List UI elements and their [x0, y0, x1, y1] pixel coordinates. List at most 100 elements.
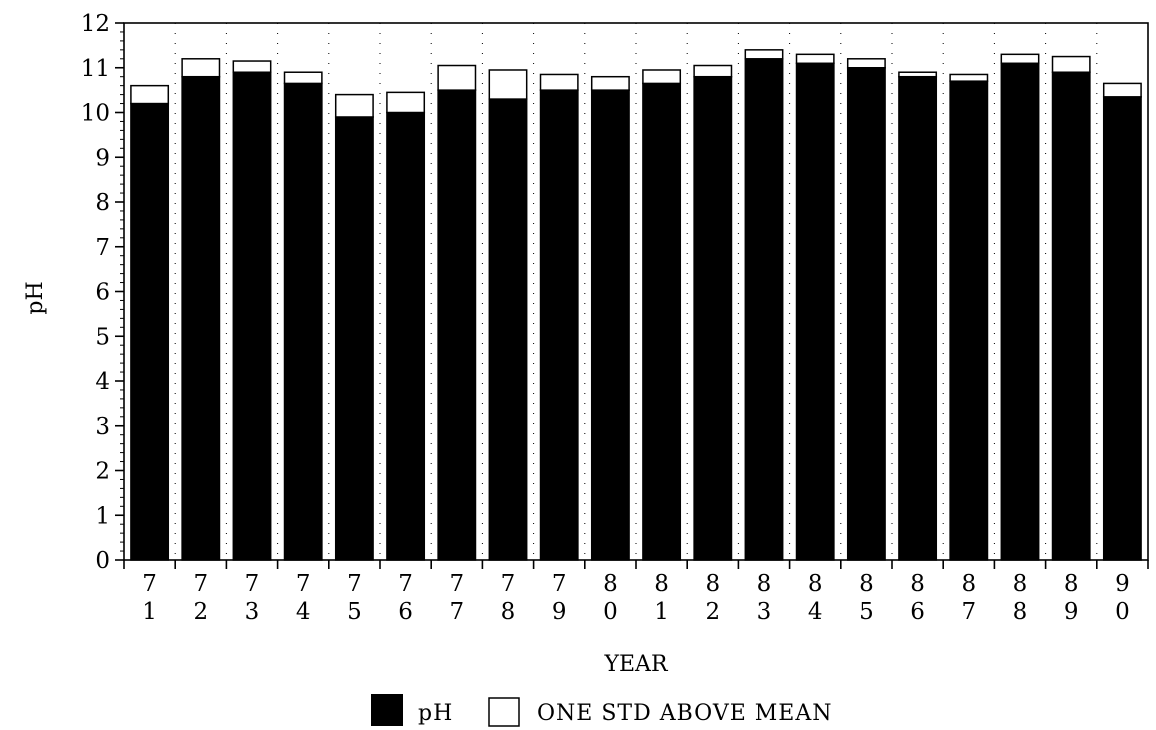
x-tick-label-bottom: 7 [449, 599, 464, 625]
bar-ph [642, 82, 682, 561]
bar-ph [283, 82, 323, 561]
bar-ph [334, 116, 374, 561]
x-tick-label-bottom: 4 [296, 599, 311, 625]
x-tick-label-bottom: 2 [193, 599, 208, 625]
x-tick-label-top: 7 [552, 571, 567, 597]
legend-label-one-std-above-mean: ONE STD ABOVE MEAN [537, 701, 833, 726]
bar-one-std-above-mean [846, 58, 886, 69]
x-tick-label-top: 8 [654, 571, 669, 597]
x-tick-label-top: 8 [757, 571, 772, 597]
bar-ph [386, 111, 426, 561]
legend: pH ONE STD ABOVE MEAN [371, 694, 833, 727]
x-tick-label-top: 7 [193, 571, 208, 597]
y-tick-label: 0 [95, 548, 110, 574]
bar-one-std-above-mean [437, 64, 477, 91]
x-axis-title: YEAR [603, 652, 668, 677]
x-tick-label-bottom: 4 [808, 599, 823, 625]
bar-ph [590, 89, 630, 561]
bar-ph [437, 89, 477, 561]
x-tick-label-top: 7 [347, 571, 362, 597]
x-tick-label-bottom: 3 [757, 599, 772, 625]
x-tick-label-bottom: 8 [501, 599, 516, 625]
bar-ph [1102, 96, 1142, 561]
bar-ph [744, 58, 784, 561]
x-tick-label-top: 8 [910, 571, 925, 597]
bar-one-std-above-mean [744, 49, 784, 60]
bar-one-std-above-mean [1000, 53, 1040, 65]
y-tick-label: 11 [81, 56, 110, 82]
x-tick-label-bottom: 5 [859, 599, 874, 625]
x-tick-label-bottom: 1 [654, 599, 669, 625]
bar-ph [846, 67, 886, 561]
x-tick-label-top: 8 [1013, 571, 1028, 597]
bar-ph [232, 71, 272, 561]
bar-one-std-above-mean [590, 75, 630, 91]
y-tick-label: 6 [95, 280, 110, 306]
y-tick-label: 7 [95, 235, 110, 261]
bar-one-std-above-mean [539, 73, 579, 91]
bar-one-std-above-mean [283, 71, 323, 85]
x-tick-label-bottom: 1 [142, 599, 157, 625]
x-tick-label-bottom: 5 [347, 599, 362, 625]
legend-swatch-one-std-above-mean [488, 697, 520, 727]
y-tick-label: 3 [95, 414, 110, 440]
bars [130, 49, 1142, 561]
bar-one-std-above-mean [181, 58, 221, 78]
x-tick-label-top: 7 [142, 571, 157, 597]
y-tick-label: 12 [81, 11, 110, 37]
x-tick-label-top: 7 [398, 571, 413, 597]
bar-ph [949, 80, 989, 561]
y-tick-label: 5 [95, 324, 110, 350]
bar-ph [693, 75, 733, 561]
legend-label-ph: pH [418, 701, 453, 726]
x-tick-label-bottom: 9 [552, 599, 567, 625]
bar-ph [130, 102, 170, 561]
bar-one-std-above-mean [334, 93, 374, 118]
bar-one-std-above-mean [898, 71, 938, 78]
legend-swatch-ph [371, 694, 403, 726]
x-tick-label-bottom: 0 [603, 599, 618, 625]
y-tick-label: 4 [95, 369, 110, 395]
bar-one-std-above-mean [795, 53, 835, 65]
y-tick-label: 8 [95, 190, 110, 216]
x-tick-label-bottom: 3 [245, 599, 260, 625]
x-tick-label-bottom: 2 [705, 599, 720, 625]
x-tick-label-top: 8 [961, 571, 976, 597]
bar-one-std-above-mean [949, 73, 989, 82]
y-axis-title: pH [23, 281, 48, 314]
bar-one-std-above-mean [1051, 55, 1091, 73]
x-tick-label-top: 7 [449, 571, 464, 597]
x-tick-label-bottom: 8 [1013, 599, 1028, 625]
x-tick-label-top: 7 [245, 571, 260, 597]
x-tick-label-top: 8 [603, 571, 618, 597]
y-tick-label: 1 [95, 503, 110, 529]
bar-ph [1000, 62, 1040, 561]
x-tick-label-top: 7 [501, 571, 516, 597]
bar-ph [539, 89, 579, 561]
bar-one-std-above-mean [1102, 82, 1142, 98]
x-tick-label-top: 8 [808, 571, 823, 597]
bar-ph [1051, 71, 1091, 561]
x-tick-label-top: 8 [705, 571, 720, 597]
y-tick-label: 10 [81, 101, 110, 127]
bar-ph [898, 75, 938, 561]
x-tick-label-top: 8 [859, 571, 874, 597]
bar-one-std-above-mean [488, 69, 528, 100]
y-tick-label: 2 [95, 459, 110, 485]
bar-one-std-above-mean [386, 91, 426, 114]
bar-one-std-above-mean [642, 69, 682, 85]
bar-one-std-above-mean [130, 84, 170, 105]
bar-ph [795, 62, 835, 561]
bar-ph [488, 98, 528, 561]
x-tick-label-top: 8 [1064, 571, 1079, 597]
bar-one-std-above-mean [232, 60, 272, 73]
y-tick-label: 9 [95, 145, 110, 171]
x-tick-label-top: 7 [296, 571, 311, 597]
bar-one-std-above-mean [693, 64, 733, 78]
x-tick-label-bottom: 0 [1115, 599, 1130, 625]
x-tick-label-bottom: 6 [910, 599, 925, 625]
x-tick-label-bottom: 9 [1064, 599, 1079, 625]
